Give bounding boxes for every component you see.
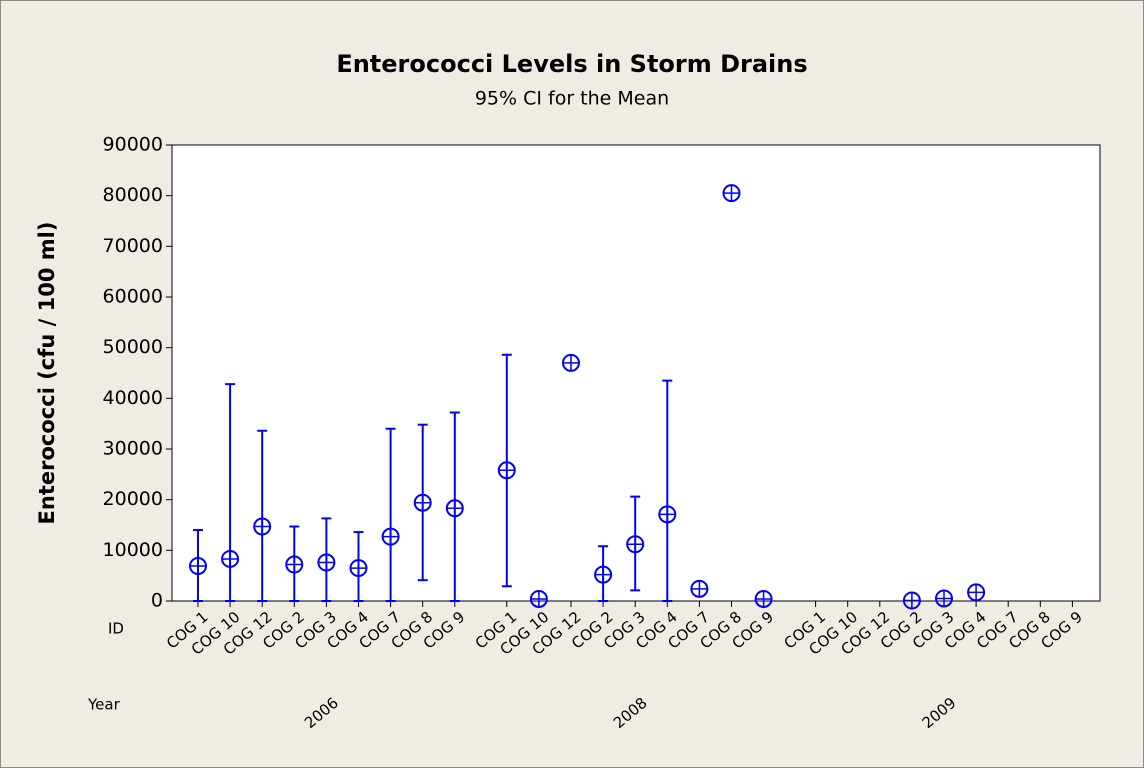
y-tick-label: 30000: [103, 438, 163, 460]
mean-cross: [595, 566, 612, 583]
x-row-label: Year: [87, 696, 121, 714]
mean-cross: [498, 462, 515, 479]
mean-cross: [903, 592, 920, 609]
mean-cross: [968, 584, 985, 601]
y-tick-label: 80000: [103, 184, 163, 206]
mean-cross: [318, 554, 335, 571]
mean-cross: [446, 500, 463, 517]
y-tick-label: 10000: [103, 539, 163, 561]
mean-cross: [563, 354, 579, 371]
mean-cross: [350, 560, 367, 577]
y-tick-label: 50000: [103, 336, 163, 358]
y-tick-label: 70000: [103, 235, 163, 257]
mean-cross: [414, 494, 431, 511]
y-axis-label: Enterococci (cfu / 100 ml): [35, 222, 59, 525]
mean-cross: [382, 528, 399, 545]
chart-subtitle: 95% CI for the Mean: [475, 88, 669, 110]
chart-title: Enterococci Levels in Storm Drains: [336, 50, 807, 78]
mean-cross: [659, 506, 676, 523]
x-row-label: ID: [108, 620, 124, 638]
y-tick-label: 20000: [103, 488, 163, 510]
mean-cross: [222, 550, 239, 567]
mean-cross: [755, 590, 772, 607]
mean-cross: [254, 518, 271, 535]
y-tick-label: 0: [151, 590, 163, 612]
y-tick-label: 90000: [103, 134, 163, 156]
mean-cross: [627, 536, 644, 553]
mean-cross: [723, 185, 740, 202]
mean-cross: [936, 590, 952, 607]
y-tick-label: 40000: [103, 387, 163, 409]
mean-cross: [530, 590, 547, 607]
mean-cross: [286, 556, 303, 573]
mean-cross: [190, 558, 206, 575]
mean-cross: [691, 580, 708, 597]
y-tick-label: 60000: [103, 286, 163, 308]
